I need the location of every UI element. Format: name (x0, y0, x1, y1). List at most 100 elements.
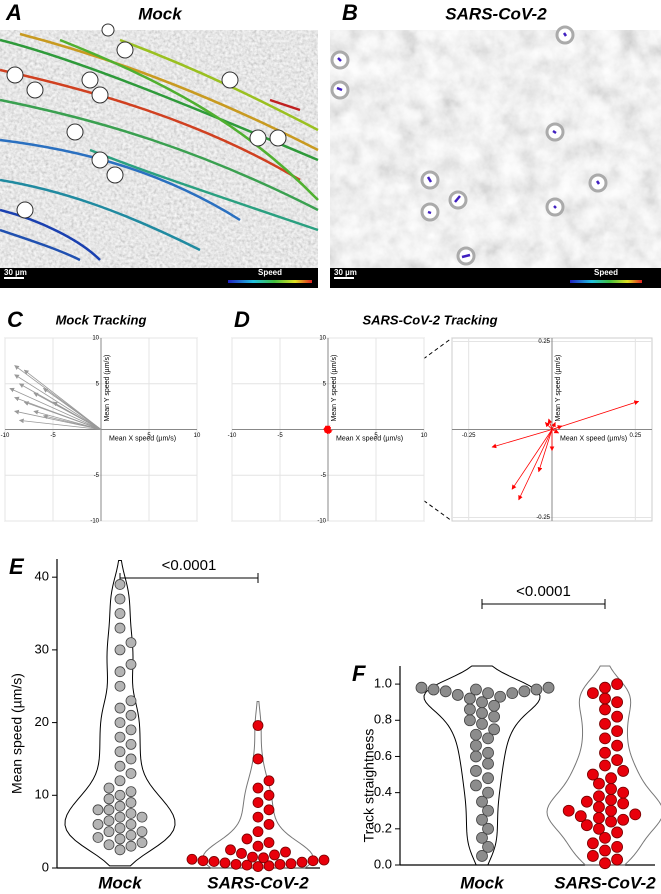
data-point (562, 804, 575, 817)
data-point (593, 790, 605, 803)
data-point (476, 707, 488, 719)
data-point (114, 833, 126, 845)
data-point (236, 848, 247, 859)
vector-arrow (551, 428, 560, 434)
data-point (125, 637, 137, 649)
data-point (125, 659, 137, 670)
violin (64, 559, 176, 867)
data-point (114, 731, 126, 743)
x-tick-label: 10 (194, 433, 201, 439)
data-point (463, 692, 476, 705)
data-point (247, 851, 258, 863)
y-tick-label: -10 (90, 519, 99, 525)
data-point (252, 782, 264, 794)
data-point (125, 724, 137, 736)
data-point (470, 765, 482, 777)
data-point (574, 810, 587, 823)
y-tick-label: 0.0 (374, 856, 392, 871)
vector-arrow (14, 396, 102, 430)
data-point (605, 804, 617, 817)
panel-letter: F (352, 661, 366, 686)
data-point (605, 793, 617, 806)
data-point (451, 689, 464, 701)
data-point (617, 765, 630, 777)
data-point (125, 808, 137, 819)
data-point (593, 822, 605, 835)
data-point (476, 850, 488, 862)
data-point (599, 703, 611, 716)
data-point (114, 800, 126, 812)
data-point (611, 696, 623, 709)
data-point (136, 811, 148, 823)
p-value: <0.0001 (162, 557, 217, 574)
data-point (103, 839, 115, 851)
data-point (114, 844, 126, 856)
data-point (476, 813, 488, 826)
y-tick-label: 10 (92, 336, 99, 342)
data-point (593, 812, 605, 824)
data-point (611, 853, 623, 866)
data-point (439, 685, 452, 698)
data-point (269, 849, 280, 861)
data-point (318, 854, 330, 866)
data-point (611, 841, 623, 853)
data-point (488, 723, 501, 736)
data-point (605, 772, 617, 785)
data-point (476, 831, 488, 844)
data-point (482, 687, 494, 700)
data-point (482, 841, 494, 853)
data-point (482, 786, 494, 799)
x-tick-label: -5 (277, 433, 283, 439)
data-point (617, 786, 630, 799)
data-point (263, 837, 275, 848)
vector-arrow (551, 400, 640, 430)
panel-letter: C (7, 307, 24, 332)
data-point (258, 852, 269, 864)
x-axis-label: Mean X speed (µm/s) (336, 435, 403, 442)
data-point (611, 710, 623, 723)
scale-bar-label: 30 µm (4, 268, 27, 277)
x-tick-label: SARS-CoV-2 (207, 873, 309, 892)
data-point (125, 695, 137, 707)
y-tick-label: -5 (94, 473, 100, 479)
data-point (599, 732, 611, 745)
data-point (482, 772, 494, 785)
data-point (136, 837, 148, 848)
data-point (263, 818, 275, 830)
data-point (617, 813, 630, 826)
image-title: SARS-CoV-2 (445, 4, 547, 23)
data-point (252, 753, 264, 765)
data-point (580, 819, 593, 832)
data-point (114, 579, 126, 590)
data-point (463, 703, 476, 716)
x-axis-label: Mean X speed (µm/s) (560, 435, 627, 442)
data-point (599, 844, 611, 857)
data-point (92, 832, 104, 843)
x-tick-label: Mock (460, 873, 505, 892)
data-point (252, 811, 264, 823)
data-point (263, 860, 275, 872)
data-point (114, 666, 126, 678)
data-point (476, 696, 488, 709)
data-point (208, 856, 220, 867)
data-point (186, 853, 198, 865)
panel-letter: D (234, 307, 250, 332)
data-point (488, 699, 501, 712)
data-point (114, 702, 126, 714)
data-point (476, 717, 488, 730)
y-tick-label: 0 (42, 859, 49, 874)
data-point (605, 783, 617, 795)
y-axis-label: Mean Y speed (µm/s) (555, 355, 562, 422)
data-point (252, 797, 264, 808)
y-tick-label: 1.0 (374, 676, 392, 691)
data-point (114, 680, 126, 692)
vector-arrow (491, 429, 553, 449)
image-title: Mock (138, 4, 183, 23)
legend-label: Speed (258, 268, 282, 277)
vector-arrow (18, 418, 102, 430)
data-point (470, 750, 482, 763)
data-point (114, 644, 126, 656)
vector-arrow (518, 429, 553, 501)
y-tick-label: -5 (321, 473, 327, 479)
y-tick-label: 0.8 (374, 712, 392, 727)
